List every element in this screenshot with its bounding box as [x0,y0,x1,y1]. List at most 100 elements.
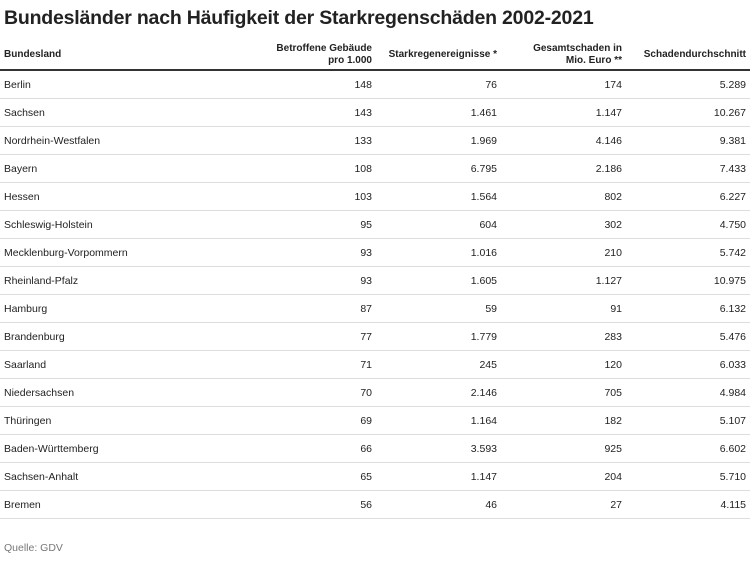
value-cell: 95 [256,210,376,239]
table-row: Hessen 103 1.564 802 6.227 [0,182,750,211]
state-cell: Saarland [0,350,256,379]
table: Bundesland Betroffene Gebäude pro 1.000 St… [0,40,750,519]
table-row: Mecklenburg-Vorpommern 93 1.016 210 5.742 [0,238,750,267]
value-cell: 56 [256,490,376,519]
value-cell: 1.016 [376,238,501,267]
value-cell: 6.227 [626,182,750,211]
value-cell: 4.146 [501,126,626,155]
value-cell: 93 [256,238,376,267]
header-cell: Bundesland [0,40,256,71]
table-row: Thüringen 69 1.164 182 5.107 [0,406,750,435]
value-cell: 120 [501,350,626,379]
value-cell: 70 [256,378,376,407]
value-cell: 5.289 [626,70,750,99]
value-cell: 2.186 [501,154,626,183]
value-cell: 77 [256,322,376,351]
state-cell: Bayern [0,154,256,183]
value-cell: 1.461 [376,98,501,127]
value-cell: 1.605 [376,266,501,295]
state-cell: Hessen [0,182,256,211]
value-cell: 69 [256,406,376,435]
value-cell: 925 [501,434,626,463]
value-cell: 174 [501,70,626,99]
state-cell: Brandenburg [0,322,256,351]
value-cell: 93 [256,266,376,295]
value-cell: 71 [256,350,376,379]
value-cell: 1.969 [376,126,501,155]
value-cell: 2.146 [376,378,501,407]
header-row: Bundesland Betroffene Gebäude pro 1.000 St… [0,40,750,71]
value-cell: 9.381 [626,126,750,155]
value-cell: 1.127 [501,266,626,295]
value-cell: 76 [376,70,501,99]
value-cell: 6.033 [626,350,750,379]
table-row: Berlin 148 76 174 5.289 [0,70,750,99]
value-cell: 1.147 [501,98,626,127]
state-cell: Rheinland-Pfalz [0,266,256,295]
table-row: Saarland 71 245 120 6.033 [0,350,750,379]
value-cell: 143 [256,98,376,127]
header-cell: Betroffene Gebäude pro 1.000 [256,40,376,71]
table-row: Baden-Württemberg 66 3.593 925 6.602 [0,434,750,463]
value-cell: 3.593 [376,434,501,463]
value-cell: 59 [376,294,501,323]
value-cell: 4.115 [626,490,750,519]
value-cell: 1.164 [376,406,501,435]
table-row: Schleswig-Holstein 95 604 302 4.750 [0,210,750,239]
state-cell: Sachsen [0,98,256,127]
value-cell: 91 [501,294,626,323]
table-wrap: Bundesland Betroffene Gebäude pro 1.000 St… [0,40,750,528]
value-cell: 6.132 [626,294,750,323]
value-cell: 6.795 [376,154,501,183]
value-cell: 604 [376,210,501,239]
value-cell: 148 [256,70,376,99]
state-cell: Berlin [0,70,256,99]
value-cell: 705 [501,378,626,407]
table-row: Nordrhein-Westfalen 133 1.969 4.146 9.381 [0,126,750,155]
value-cell: 10.267 [626,98,750,127]
value-cell: 66 [256,434,376,463]
state-cell: Baden-Württemberg [0,434,256,463]
value-cell: 27 [501,490,626,519]
state-cell: Niedersachsen [0,378,256,407]
value-cell: 182 [501,406,626,435]
value-cell: 10.975 [626,266,750,295]
table-row: Sachsen 143 1.461 1.147 10.267 [0,98,750,127]
value-cell: 1.564 [376,182,501,211]
value-cell: 5.476 [626,322,750,351]
table-row: Brandenburg 77 1.779 283 5.476 [0,322,750,351]
value-cell: 133 [256,126,376,155]
value-cell: 302 [501,210,626,239]
value-cell: 7.433 [626,154,750,183]
value-cell: 802 [501,182,626,211]
value-cell: 87 [256,294,376,323]
table-row: Niedersachsen 70 2.146 705 4.984 [0,378,750,407]
value-cell: 5.742 [626,238,750,267]
value-cell: 65 [256,462,376,491]
value-cell: 4.750 [626,210,750,239]
state-cell: Hamburg [0,294,256,323]
value-cell: 5.107 [626,406,750,435]
title: Bundesländer nach Häufigkeit der Starkre… [4,7,594,29]
value-cell: 1.147 [376,462,501,491]
header-cell: Gesamtschaden in Mio. Euro ** [501,40,626,71]
state-cell: Nordrhein-Westfalen [0,126,256,155]
state-cell: Thüringen [0,406,256,435]
table-row: Bremen 56 46 27 4.115 [0,490,750,519]
value-cell: 1.779 [376,322,501,351]
value-cell: 108 [256,154,376,183]
value-cell: 210 [501,238,626,267]
state-cell: Mecklenburg-Vorpommern [0,238,256,267]
table-row: Hamburg 87 59 91 6.132 [0,294,750,323]
value-cell: 6.602 [626,434,750,463]
value-cell: 46 [376,490,501,519]
header-cell: Schadendurchschnitt [626,40,750,71]
state-cell: Sachsen-Anhalt [0,462,256,491]
source: Quelle: GDV [4,542,63,554]
value-cell: 245 [376,350,501,379]
table-row: Bayern 108 6.795 2.186 7.433 [0,154,750,183]
header-cell: Starkregenereignisse * [376,40,501,71]
table-row: Rheinland-Pfalz 93 1.605 1.127 10.975 [0,266,750,295]
table-row: Sachsen-Anhalt 65 1.147 204 5.710 [0,462,750,491]
